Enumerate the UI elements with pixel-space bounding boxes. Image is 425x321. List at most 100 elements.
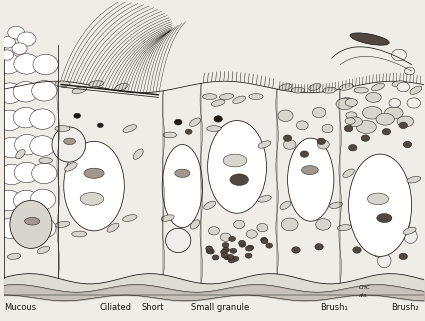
Ellipse shape (366, 92, 381, 102)
Ellipse shape (377, 254, 391, 268)
Ellipse shape (107, 223, 119, 232)
Ellipse shape (391, 49, 407, 61)
Ellipse shape (220, 233, 231, 241)
Ellipse shape (8, 253, 21, 259)
Ellipse shape (206, 246, 212, 251)
Ellipse shape (257, 223, 268, 232)
Ellipse shape (232, 256, 239, 261)
Ellipse shape (246, 246, 252, 251)
Ellipse shape (55, 221, 70, 228)
Ellipse shape (281, 218, 298, 231)
Ellipse shape (385, 107, 403, 119)
Ellipse shape (346, 112, 357, 119)
Ellipse shape (221, 253, 228, 258)
Ellipse shape (0, 83, 23, 103)
Ellipse shape (376, 225, 390, 239)
Ellipse shape (204, 201, 216, 209)
Text: ala.: ala. (359, 293, 369, 298)
Ellipse shape (350, 211, 363, 225)
Ellipse shape (229, 236, 235, 241)
Ellipse shape (207, 249, 214, 254)
Ellipse shape (166, 228, 191, 253)
Ellipse shape (266, 243, 272, 248)
Ellipse shape (239, 242, 246, 247)
Ellipse shape (30, 136, 55, 156)
Ellipse shape (230, 248, 237, 253)
Ellipse shape (223, 247, 230, 252)
Ellipse shape (14, 134, 40, 155)
Ellipse shape (329, 202, 343, 208)
Ellipse shape (14, 54, 39, 74)
Ellipse shape (175, 169, 190, 178)
Text: Brush₂: Brush₂ (391, 303, 419, 312)
Ellipse shape (161, 215, 174, 221)
Text: Mucous: Mucous (4, 303, 37, 312)
Ellipse shape (0, 164, 24, 185)
Ellipse shape (221, 250, 227, 255)
Ellipse shape (405, 67, 415, 75)
Text: Small granule: Small granule (191, 303, 249, 312)
Ellipse shape (245, 253, 252, 258)
Ellipse shape (261, 239, 268, 244)
Ellipse shape (72, 231, 87, 237)
Ellipse shape (190, 220, 200, 229)
Ellipse shape (12, 43, 27, 54)
Ellipse shape (55, 81, 70, 87)
Ellipse shape (17, 32, 36, 46)
Ellipse shape (230, 174, 249, 186)
Ellipse shape (372, 243, 385, 257)
Ellipse shape (343, 169, 354, 178)
Ellipse shape (280, 201, 291, 209)
Ellipse shape (224, 255, 230, 260)
Text: Short: Short (142, 303, 164, 312)
Ellipse shape (392, 81, 406, 87)
Ellipse shape (397, 116, 414, 127)
Ellipse shape (279, 84, 292, 90)
Ellipse shape (209, 227, 219, 235)
Ellipse shape (206, 248, 213, 254)
Ellipse shape (354, 87, 368, 93)
Ellipse shape (410, 86, 422, 94)
Ellipse shape (399, 122, 408, 128)
Ellipse shape (185, 129, 192, 134)
Ellipse shape (39, 158, 52, 163)
Ellipse shape (340, 84, 353, 90)
Ellipse shape (0, 137, 24, 158)
Ellipse shape (84, 168, 104, 178)
Ellipse shape (376, 113, 394, 125)
Ellipse shape (212, 255, 219, 260)
Ellipse shape (368, 193, 388, 204)
Ellipse shape (64, 138, 76, 144)
Ellipse shape (317, 138, 326, 144)
Ellipse shape (208, 121, 266, 213)
Ellipse shape (65, 163, 77, 171)
Ellipse shape (348, 144, 357, 151)
Ellipse shape (399, 253, 408, 260)
Ellipse shape (339, 98, 354, 108)
Ellipse shape (37, 247, 50, 254)
Ellipse shape (300, 151, 309, 157)
Ellipse shape (378, 238, 391, 252)
Ellipse shape (316, 219, 331, 230)
Ellipse shape (0, 218, 24, 239)
Ellipse shape (64, 141, 125, 231)
Ellipse shape (382, 128, 391, 135)
Ellipse shape (162, 144, 203, 228)
Ellipse shape (344, 125, 353, 132)
Ellipse shape (13, 82, 38, 102)
Ellipse shape (315, 244, 323, 250)
Ellipse shape (227, 255, 234, 260)
Ellipse shape (234, 220, 245, 229)
Ellipse shape (207, 126, 221, 131)
Ellipse shape (8, 26, 25, 39)
Ellipse shape (407, 98, 420, 108)
Ellipse shape (115, 83, 128, 91)
Ellipse shape (278, 110, 293, 122)
Ellipse shape (288, 138, 334, 221)
Ellipse shape (258, 195, 271, 202)
Ellipse shape (353, 247, 361, 253)
Ellipse shape (16, 150, 25, 159)
Ellipse shape (292, 247, 300, 253)
Ellipse shape (258, 141, 271, 148)
Ellipse shape (371, 83, 385, 91)
